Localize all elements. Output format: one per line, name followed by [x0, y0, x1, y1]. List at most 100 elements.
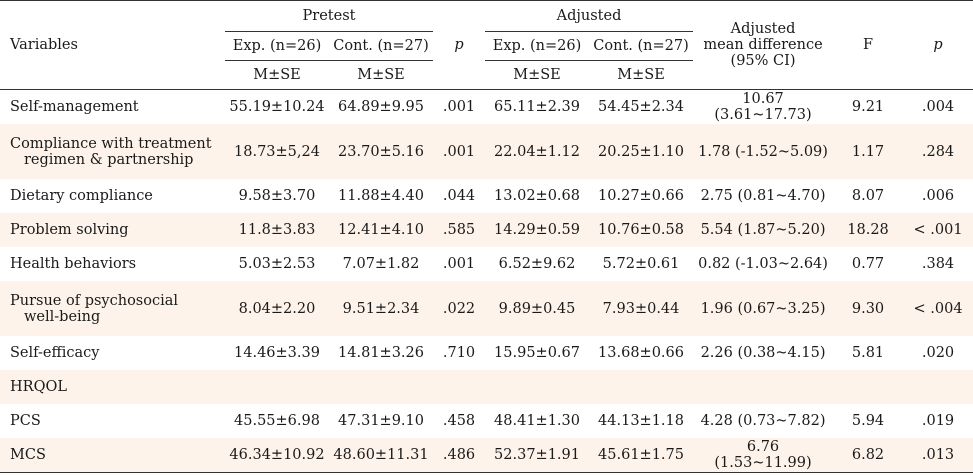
- pretest-p-value: .585: [433, 213, 486, 247]
- adjusted-cont-value: 10.76±0.58: [589, 213, 694, 247]
- variable-label-line1: Health behaviors: [10, 256, 137, 272]
- pretest-exp-value: 46.34±10.92: [225, 438, 329, 473]
- adj-diff-line2: mean difference: [703, 37, 823, 53]
- adjusted-cont-value: 54.45±2.34: [589, 89, 694, 124]
- p-header-adjusted: p: [903, 0, 973, 89]
- pretest-p-value: [433, 370, 486, 404]
- adjusted-mean-difference-header: Adjusted mean difference (95% CI): [693, 0, 834, 89]
- mean-difference-value: 1.78 (-1.52~5.09): [693, 124, 834, 179]
- table-row: MCS 46.34±10.92 48.60±11.31.486 52.37±1.91 4…: [0, 438, 973, 473]
- table-body: Self-management 55.19±10.24 64.89±9.95.001…: [0, 89, 973, 473]
- adjusted-p-value: .004: [903, 89, 973, 124]
- variable-label: Self-management: [0, 89, 225, 124]
- variable-label-line1: Compliance with treatment: [10, 135, 212, 152]
- adjusted-cont-value: 5.72±0.61: [589, 247, 694, 281]
- f-value: 9.21: [833, 89, 904, 124]
- table-row: Self-efficacy 14.46±3.39 14.81±3.26.710 15.…: [0, 336, 973, 370]
- pretest-cont-value: 23.70±5.16: [329, 124, 434, 179]
- pretest-exp-value: 18.73±5,24: [225, 124, 329, 179]
- adjusted-exp-value: 48.41±1.30: [485, 404, 590, 438]
- adj-diff-line1: Adjusted: [730, 21, 796, 37]
- mean-difference-value: 2.26 (0.38~4.15): [693, 336, 834, 370]
- pretest-exp-value: 11.8±3.83: [225, 213, 329, 247]
- variable-label: Compliance with treatment regimen & partn…: [0, 124, 225, 179]
- adjusted-cont-value: [589, 370, 694, 404]
- pretest-cont-value: 12.41±4.10: [329, 213, 434, 247]
- variable-label-line1: Self-efficacy: [10, 345, 100, 361]
- f-value: 1.17: [833, 124, 904, 179]
- pretest-cont-value: 64.89±9.95: [329, 89, 434, 124]
- f-header: F: [833, 0, 904, 89]
- f-value: 6.82: [833, 438, 904, 473]
- adjusted-header: Adjusted: [485, 0, 694, 32]
- variable-label-line1: Dietary compliance: [10, 188, 153, 204]
- pretest-header: Pretest: [225, 0, 434, 32]
- adjusted-p-value: < .001: [903, 213, 973, 247]
- table-row: Pursue of psychosocial well-being 8.04±2.2…: [0, 281, 973, 336]
- adjusted-exp-value: 65.11±2.39: [485, 89, 590, 124]
- pretest-cont-mse: M±SE: [357, 67, 405, 83]
- mean-difference-value: 5.54 (1.87~5.20): [693, 213, 834, 247]
- adjusted-p-value: .019: [903, 404, 973, 438]
- mean-difference-value: 2.75 (0.81~4.70): [693, 179, 834, 213]
- header-row-1: Variables Pretest p Adjusted Adjusted me…: [0, 0, 973, 89]
- f-value: 5.81: [833, 336, 904, 370]
- pretest-cont-header: Cont. (n=27): [329, 31, 434, 61]
- mean-difference-value: [693, 370, 834, 404]
- f-value: 5.94: [833, 404, 904, 438]
- adjusted-p-value: [903, 370, 973, 404]
- variable-label: Pursue of psychosocial well-being: [0, 281, 225, 336]
- variable-label: Self-efficacy: [0, 336, 225, 370]
- header-row-3: M±SE M±SE M±SE M±SE: [0, 61, 973, 90]
- pretest-exp-header: Exp. (n=26): [225, 31, 329, 61]
- variables-header: Variables: [0, 0, 225, 89]
- pretest-cont-value: 7.07±1.82: [329, 247, 434, 281]
- pretest-exp-value: 14.46±3.39: [225, 336, 329, 370]
- pretest-cont-value: 48.60±11.31: [329, 438, 434, 473]
- pretest-exp-value: 55.19±10.24: [225, 89, 329, 124]
- adjusted-exp-value: [485, 370, 590, 404]
- variable-label-line1: Self-management: [10, 99, 139, 115]
- table-row: HRQOL: [0, 370, 973, 404]
- adjusted-cont-value: 45.61±1.75: [589, 438, 694, 473]
- adjusted-cont-value: 20.25±1.10: [589, 124, 694, 179]
- mean-difference-value: 10.67 (3.61~17.73): [693, 89, 834, 124]
- pretest-cont-value: [329, 370, 434, 404]
- adjusted-exp-value: 13.02±0.68: [485, 179, 590, 213]
- adjusted-exp-value: 14.29±0.59: [485, 213, 590, 247]
- variable-label-line2: regimen & partnership: [24, 151, 194, 168]
- pretest-cont-value: 11.88±4.40: [329, 179, 434, 213]
- pretest-p-value: .001: [433, 89, 486, 124]
- variable-label-line1: PCS: [10, 413, 41, 429]
- mean-difference-value: 6.76 (1.53~11.99): [693, 438, 834, 473]
- pretest-p-value: .710: [433, 336, 486, 370]
- f-value: 0.77: [833, 247, 904, 281]
- variable-label-line1: Problem solving: [10, 222, 129, 238]
- pretest-exp-mse: M±SE: [253, 67, 301, 83]
- pretest-cont-value: 14.81±3.26: [329, 336, 434, 370]
- table-row: PCS 45.55±6.98 47.31±9.10.458 48.41±1.30 44.…: [0, 404, 973, 438]
- adjusted-p-value: .006: [903, 179, 973, 213]
- adjusted-cont-header: Cont. (n=27): [589, 31, 694, 61]
- pretest-p-value: .001: [433, 247, 486, 281]
- pretest-cont-value: 9.51±2.34: [329, 281, 434, 336]
- pretest-p-value: .001: [433, 124, 486, 179]
- f-value: 18.28: [833, 213, 904, 247]
- f-value: 9.30: [833, 281, 904, 336]
- table-row: Health behaviors 5.03±2.53 7.07±1.82.001 6.…: [0, 247, 973, 281]
- pretest-p-value: .022: [433, 281, 486, 336]
- variable-label: PCS: [0, 404, 225, 438]
- adjusted-exp-value: 52.37±1.91: [485, 438, 590, 473]
- pretest-cont-value: 47.31±9.10: [329, 404, 434, 438]
- adjusted-cont-value: 44.13±1.18: [589, 404, 694, 438]
- adjusted-cont-value: 7.93±0.44: [589, 281, 694, 336]
- adj-diff-line3: (95% CI): [730, 53, 796, 69]
- pretest-exp-value: 5.03±2.53: [225, 247, 329, 281]
- adjusted-p-value: .284: [903, 124, 973, 179]
- variable-label: Health behaviors: [0, 247, 225, 281]
- adjusted-p-value: .013: [903, 438, 973, 473]
- adjusted-exp-value: 9.89±0.45: [485, 281, 590, 336]
- pretest-p-value: .044: [433, 179, 486, 213]
- adjusted-exp-value: 15.95±0.67: [485, 336, 590, 370]
